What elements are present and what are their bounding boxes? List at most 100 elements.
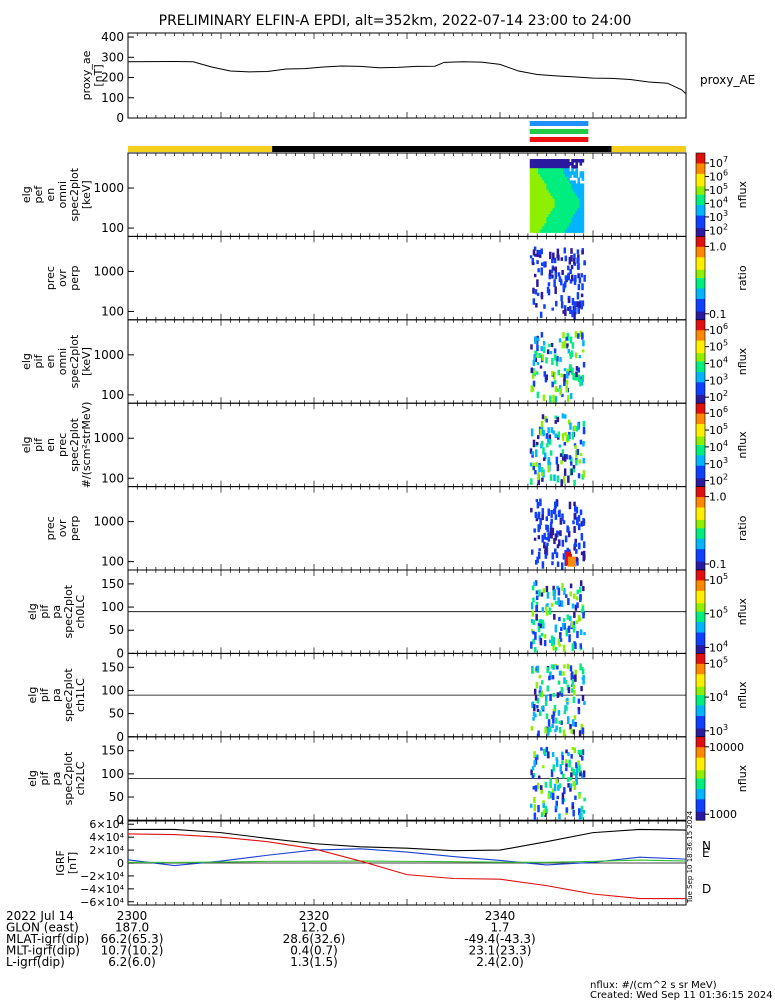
spec-cell: [582, 442, 585, 447]
spec-cell: [579, 220, 583, 224]
spec-cell: [573, 165, 576, 169]
spec-cell: [562, 229, 566, 233]
colorbar-cell: [696, 271, 705, 275]
spec-cell: [556, 174, 560, 178]
spec-cell: [578, 813, 582, 820]
spec-cell: [552, 192, 556, 197]
spec-cell: [542, 447, 545, 455]
spec-cell: [562, 285, 566, 293]
spec-cell: [573, 186, 576, 191]
spec-cell: [539, 498, 542, 507]
spec-cell: [569, 204, 572, 209]
colorbar-cell: [696, 494, 705, 498]
colorbar-cell: [696, 480, 705, 483]
spec-cell: [535, 461, 538, 468]
spec-cell: [546, 168, 549, 172]
spec-cell: [554, 728, 557, 733]
spec-cell: [575, 548, 578, 554]
colorbar-tick-label: 104: [709, 689, 728, 704]
spec-cell: [538, 229, 541, 233]
colorbar-cell: [696, 165, 705, 168]
igrf-y-tick-label: 2×10⁴: [89, 844, 124, 857]
side-stamp: Tue Sep 10 18:36:15 2024: [686, 810, 694, 904]
spec-cell: [542, 802, 545, 809]
spec-cell: [569, 220, 572, 224]
spec-cell: [550, 168, 554, 172]
spec-cell: [580, 805, 584, 813]
colorbar-cell: [696, 355, 705, 358]
spec-cell: [581, 749, 585, 756]
colorbar-cell: [696, 724, 705, 727]
spec-cell: [540, 217, 543, 221]
spec-cell: [553, 474, 556, 482]
spec-cell: [544, 171, 547, 175]
colorbar-cell: [696, 603, 705, 606]
spec-cell: [574, 795, 577, 800]
spec-cell: [535, 204, 539, 209]
spec-cell: [531, 162, 535, 166]
spec-cell: [531, 171, 535, 175]
spec-cell: [567, 530, 571, 538]
igrf-series-line: [127, 833, 686, 900]
spec-cell: [535, 341, 539, 345]
spec-cell: [557, 710, 561, 716]
spec-cell: [577, 473, 581, 479]
colorbar-cell: [696, 807, 705, 811]
spec-cell: [536, 362, 540, 366]
colorbar-cell: [696, 440, 705, 444]
spec-cell: [531, 223, 535, 227]
spec-cell: [558, 165, 562, 169]
colorbar-cell: [696, 167, 705, 171]
spec-cell: [550, 220, 554, 224]
ae-y-tick-label: 300: [101, 50, 124, 64]
spec-cell: [552, 711, 556, 717]
spec-cell: [542, 588, 546, 594]
colorbar-cell: [696, 701, 705, 704]
colorbar-tick-label: 1000: [709, 808, 737, 821]
spec-cell: [567, 207, 570, 212]
spec-cell: [531, 195, 535, 200]
colorbar-cell: [696, 175, 705, 179]
spec-cell: [565, 174, 568, 178]
spec-cell: [567, 165, 570, 169]
spec-cell: [531, 192, 535, 197]
spec-cell: [535, 189, 539, 194]
spec-cell: [569, 352, 573, 359]
spec-cell: [569, 214, 572, 218]
colorbar-cell: [696, 607, 705, 611]
spec-cell: [581, 183, 585, 188]
spec-cell: [533, 174, 537, 178]
spec-cell: [551, 307, 554, 311]
colorbar-cell: [696, 615, 705, 619]
spec-cell: [566, 343, 569, 347]
colorbar-label: nflux: [736, 181, 749, 209]
spec-cell: [538, 589, 541, 597]
spec-cell: [579, 594, 582, 601]
spec-y-tick-label: 0: [116, 730, 124, 744]
colorbar-cell: [696, 522, 705, 525]
spec-cell: [573, 425, 576, 431]
spec-cell: [560, 171, 564, 175]
spec-cell: [577, 515, 581, 522]
spec-cell: [544, 207, 547, 212]
spec-cell: [556, 201, 560, 206]
colorbar-cell: [696, 678, 705, 681]
spec-cell: [577, 210, 581, 215]
colorbar-cell: [696, 180, 705, 183]
spec-cell: [572, 373, 575, 381]
colorbar-tick-label: 104: [709, 356, 728, 371]
colorbar-cell: [696, 570, 705, 573]
colorbar-cell: [696, 707, 705, 711]
spec-cell: [573, 544, 576, 551]
spec-cell: [549, 693, 552, 702]
footer-row-value: 1.3(1.5): [290, 955, 338, 969]
spec-cell: [578, 617, 582, 622]
spec-cell: [568, 501, 572, 510]
spec-cell: [542, 165, 545, 169]
spec-cell: [582, 550, 586, 557]
spec-cell: [546, 195, 549, 200]
colorbar-cell: [696, 659, 705, 663]
spec-cell: [575, 214, 578, 218]
spec-cell: [538, 204, 541, 209]
spec-cell: [548, 177, 552, 181]
